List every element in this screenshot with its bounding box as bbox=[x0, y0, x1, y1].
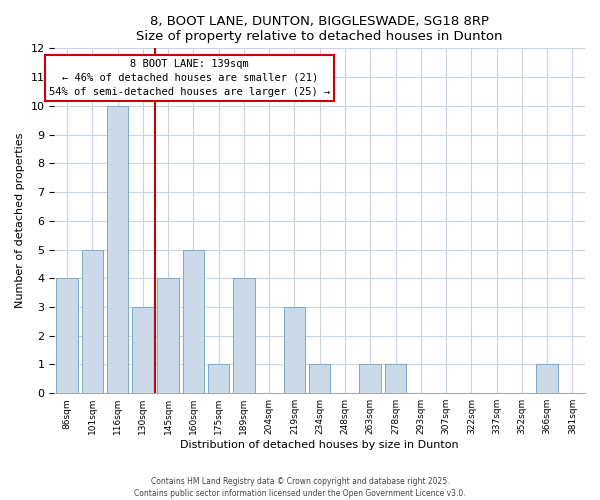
Bar bbox=[233, 278, 254, 393]
Bar bbox=[359, 364, 381, 393]
X-axis label: Distribution of detached houses by size in Dunton: Distribution of detached houses by size … bbox=[181, 440, 459, 450]
Bar bbox=[536, 364, 558, 393]
Bar bbox=[132, 307, 154, 393]
Bar bbox=[309, 364, 331, 393]
Bar bbox=[284, 307, 305, 393]
Bar bbox=[82, 250, 103, 393]
Text: Contains HM Land Registry data © Crown copyright and database right 2025.
Contai: Contains HM Land Registry data © Crown c… bbox=[134, 476, 466, 498]
Bar bbox=[157, 278, 179, 393]
Bar bbox=[182, 250, 204, 393]
Title: 8, BOOT LANE, DUNTON, BIGGLESWADE, SG18 8RP
Size of property relative to detache: 8, BOOT LANE, DUNTON, BIGGLESWADE, SG18 … bbox=[136, 15, 503, 43]
Bar bbox=[107, 106, 128, 393]
Bar bbox=[208, 364, 229, 393]
Bar bbox=[385, 364, 406, 393]
Y-axis label: Number of detached properties: Number of detached properties bbox=[15, 133, 25, 308]
Text: 8 BOOT LANE: 139sqm
← 46% of detached houses are smaller (21)
54% of semi-detach: 8 BOOT LANE: 139sqm ← 46% of detached ho… bbox=[49, 58, 331, 96]
Bar bbox=[56, 278, 78, 393]
